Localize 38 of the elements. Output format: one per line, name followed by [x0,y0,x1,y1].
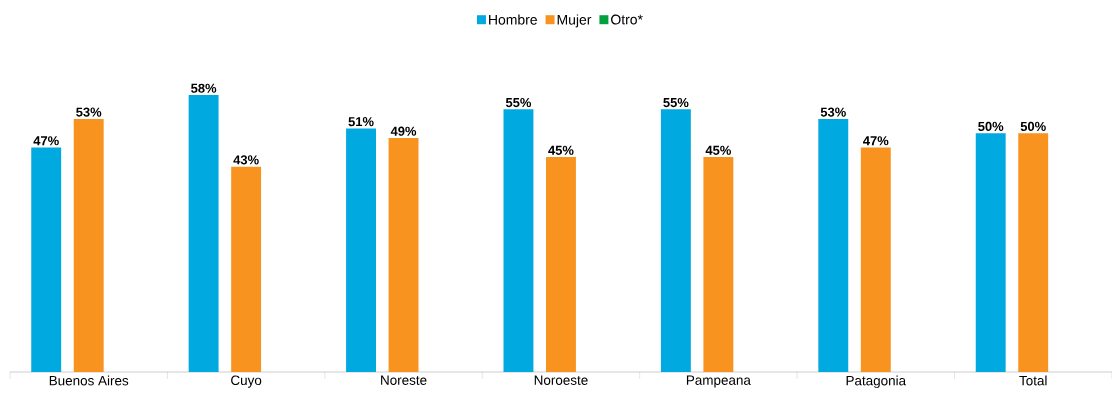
x-tick-label: Noreste [381,375,427,385]
data-label: 45% [705,145,731,155]
legend-label: Hombre [489,14,537,25]
data-label: 45% [548,145,574,155]
x-tick-label: Total [1019,375,1047,386]
bar [31,147,62,372]
data-label: 50% [978,121,1004,132]
data-label: 51% [348,117,374,127]
bar [388,137,419,372]
data-label: 58% [191,83,217,93]
bar [231,166,262,372]
data-label: 55% [663,97,689,108]
x-tick-label: Pampeana [686,375,751,388]
bar [818,118,849,372]
x-tick-label: Cuyo [231,375,262,388]
legend-label: Mujer [557,14,592,28]
bar [1018,133,1049,372]
data-label: 50% [1020,121,1046,132]
bar [503,109,534,372]
data-label: 47% [33,136,59,146]
data-label: 53% [76,107,102,117]
data-label: 43% [233,155,259,165]
legend-label: Otro* [611,14,643,25]
x-tick-label: Buenos Aires [49,375,129,386]
data-label: 47% [863,136,889,146]
bar [73,118,104,372]
data-label: 49% [390,126,417,136]
data-label: 55% [505,97,532,108]
bar [975,133,1006,372]
x-tick-label: Patagonia [846,375,907,389]
bar [660,109,691,372]
bar [860,147,891,372]
bar [546,157,576,372]
x-tick-label: Noroeste [534,375,588,385]
bar [703,157,734,372]
bar [188,95,219,372]
bar [346,128,376,372]
data-label: 53% [820,107,846,117]
